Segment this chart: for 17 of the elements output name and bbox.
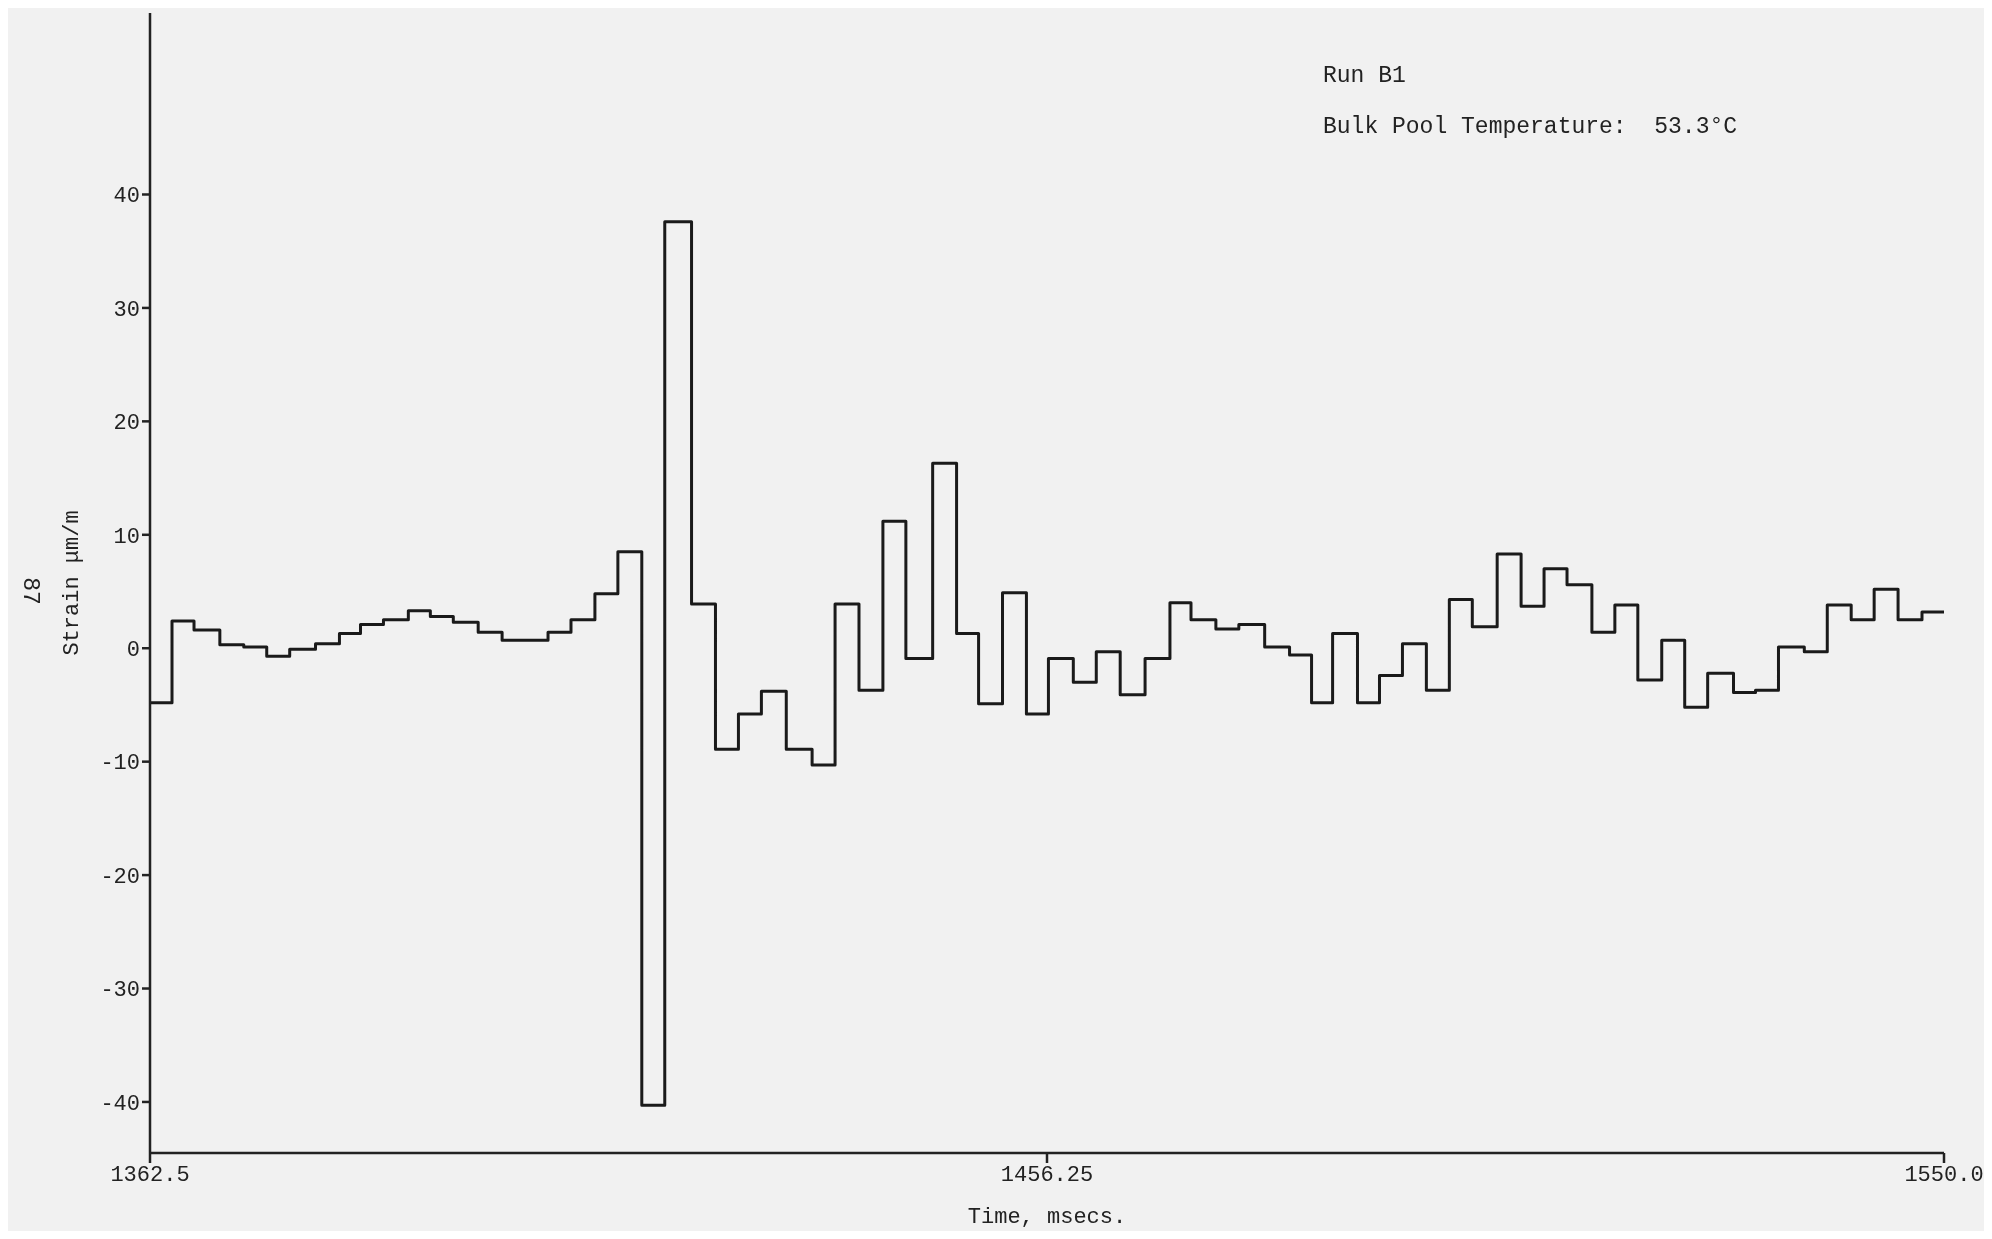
y-tick-label: 20 (113, 411, 140, 437)
y-axis-title: Strain μm/m (59, 510, 85, 656)
y-tick-label: -10 (100, 751, 140, 777)
y-tick-label: -40 (100, 1091, 140, 1117)
x-axis-title: Time, msecs. (967, 1205, 1127, 1230)
y-tick-label: 40 (113, 184, 140, 210)
y-tick-label: -30 (100, 978, 140, 1004)
y-tick-label: 0 (126, 638, 140, 664)
y-tick-label: 10 (113, 524, 140, 550)
text: 87 (16, 577, 43, 605)
y-tick-label: -20 (100, 864, 140, 890)
x-tick-label: 1550.0 (1904, 1162, 1984, 1188)
annotation: Bulk Pool Temperature: 53.3°C (1323, 114, 1738, 140)
y-tick-label: 30 (113, 297, 140, 323)
x-tick-label: 1456.25 (1000, 1162, 1094, 1188)
x-tick-label: 1362.5 (110, 1162, 190, 1188)
annotation: Run B1 (1323, 63, 1406, 89)
